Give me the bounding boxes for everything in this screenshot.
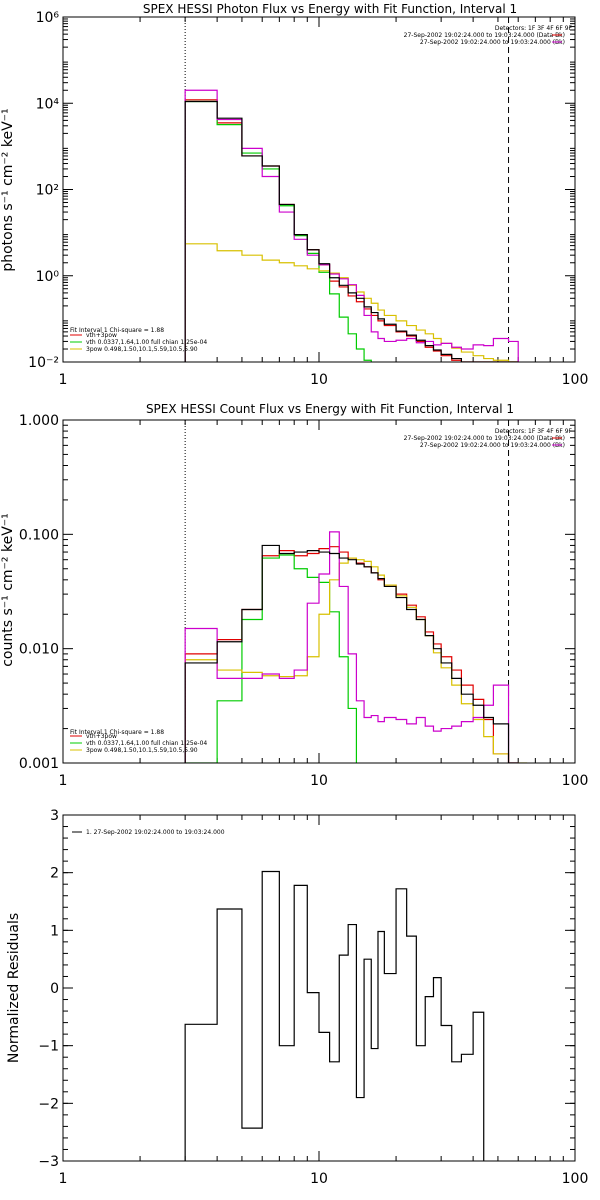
y-tick-label: 3: [50, 808, 59, 824]
count-flux-interval-line-2: 27-Sep-2002 19:02:24.000 to 19:03:24.000…: [420, 442, 565, 449]
y-tick-label: 1.000: [19, 413, 59, 429]
series-3pow: [184, 557, 528, 763]
count-flux-frame: [62, 419, 576, 764]
series-vth-3pow: [184, 546, 510, 763]
count-flux-interval-line-1: 27-Sep-2002 19:02:24.000 to 19:03:24.000…: [404, 435, 565, 442]
series-3pow: [184, 243, 519, 362]
y-tick-label: 10²: [36, 183, 59, 199]
y-tick-label: −2: [38, 1096, 59, 1112]
series-vth: [184, 100, 372, 362]
y-tick-label: 0.100: [19, 527, 59, 543]
count-flux-legend-title: Fit Interval 1 Chi-square = 1.88: [70, 729, 164, 736]
legend-entry: vth 0.0337,1.64,1.00 full chian 1.25e-04: [86, 339, 207, 346]
photon-flux-ylabel: photons s⁻¹ cm⁻² keV⁻¹: [0, 108, 16, 271]
count-flux-ylabel: counts s⁻¹ cm⁻² keV⁻¹: [0, 513, 16, 667]
y-tick-label: −3: [38, 1154, 59, 1170]
legend-entry: vth 0.0337,1.64,1.00 full chian 1.25e-04: [86, 740, 207, 747]
legend-entry: 3pow 0.498,1.50,10.1,5.59,10.5,5.90: [86, 346, 198, 353]
count-flux-title: SPEX HESSI Count Flux vs Energy with Fit…: [146, 402, 514, 416]
x-tick-label: 100: [562, 372, 589, 388]
x-tick-label: 10: [310, 372, 328, 388]
series-vth: [185, 554, 358, 763]
residuals-legend: 1. 27-Sep-2002 19:02:24.000 to 19:03:24.…: [86, 829, 225, 836]
x-tick-label: 10: [310, 773, 328, 789]
residuals-frame: [62, 814, 576, 1162]
count-flux-detectors: Detectors: 1F 3F 4F 6F 9F: [495, 428, 573, 435]
x-tick-label: 10: [310, 1171, 328, 1187]
y-tick-label: 2: [50, 866, 59, 882]
y-tick-label: 10⁴: [36, 96, 60, 112]
y-tick-label: −1: [38, 1039, 59, 1055]
series-data: [184, 100, 519, 362]
series-data: [184, 544, 519, 763]
y-tick-label: 10⁶: [36, 10, 60, 26]
x-tick-label: 1: [59, 773, 68, 789]
y-tick-label: 0: [50, 981, 59, 997]
x-tick-label: 100: [562, 1171, 589, 1187]
y-tick-label: 10⁻²: [28, 355, 59, 371]
residuals-ylabel: Normalized Residuals: [6, 913, 22, 1063]
series-data-bk: [184, 89, 519, 362]
x-tick-label: 100: [562, 773, 589, 789]
x-tick-label: 1: [59, 1171, 68, 1187]
photon-flux-legend-title: Fit Interval 1 Chi-square = 1.88: [70, 327, 164, 334]
series-data-bk: [184, 531, 519, 763]
photon-flux-frame: [62, 16, 576, 363]
x-tick-label: 1: [59, 372, 68, 388]
photon-flux-title: SPEX HESSI Photon Flux vs Energy with Fi…: [143, 2, 517, 16]
photon-flux-detectors: Detectors: 1F 3F 4F 6F 9F: [495, 25, 573, 32]
legend-entry: vth+3pow: [86, 733, 117, 740]
photon-flux-panel: SPEX HESSI Photon Flux vs Energy with Fi…: [0, 2, 588, 388]
y-tick-label: 0.001: [19, 756, 59, 772]
y-tick-label: 10⁰: [36, 269, 60, 285]
series-vth-3pow: [184, 99, 519, 362]
series-residuals: [184, 870, 485, 1161]
legend-entry: 3pow 0.498,1.50,10.1,5.59,10.5,5.90: [86, 747, 198, 754]
legend-entry: vth+3pow: [86, 332, 117, 339]
y-tick-label: 1: [50, 923, 59, 939]
photon-flux-interval-line-1: 27-Sep-2002 19:02:24.000 to 19:03:24.000…: [404, 32, 565, 39]
count-flux-panel: SPEX HESSI Count Flux vs Energy with Fit…: [0, 402, 588, 789]
photon-flux-interval-line-2: 27-Sep-2002 19:02:24.000 to 19:03:24.000…: [420, 39, 565, 46]
residuals-panel: 1 10 100 −3 −2 −1 0 1 2 3 1. 27-Sep-2002 19:02:24…: [6, 808, 588, 1187]
y-tick-label: 0.010: [19, 642, 59, 658]
